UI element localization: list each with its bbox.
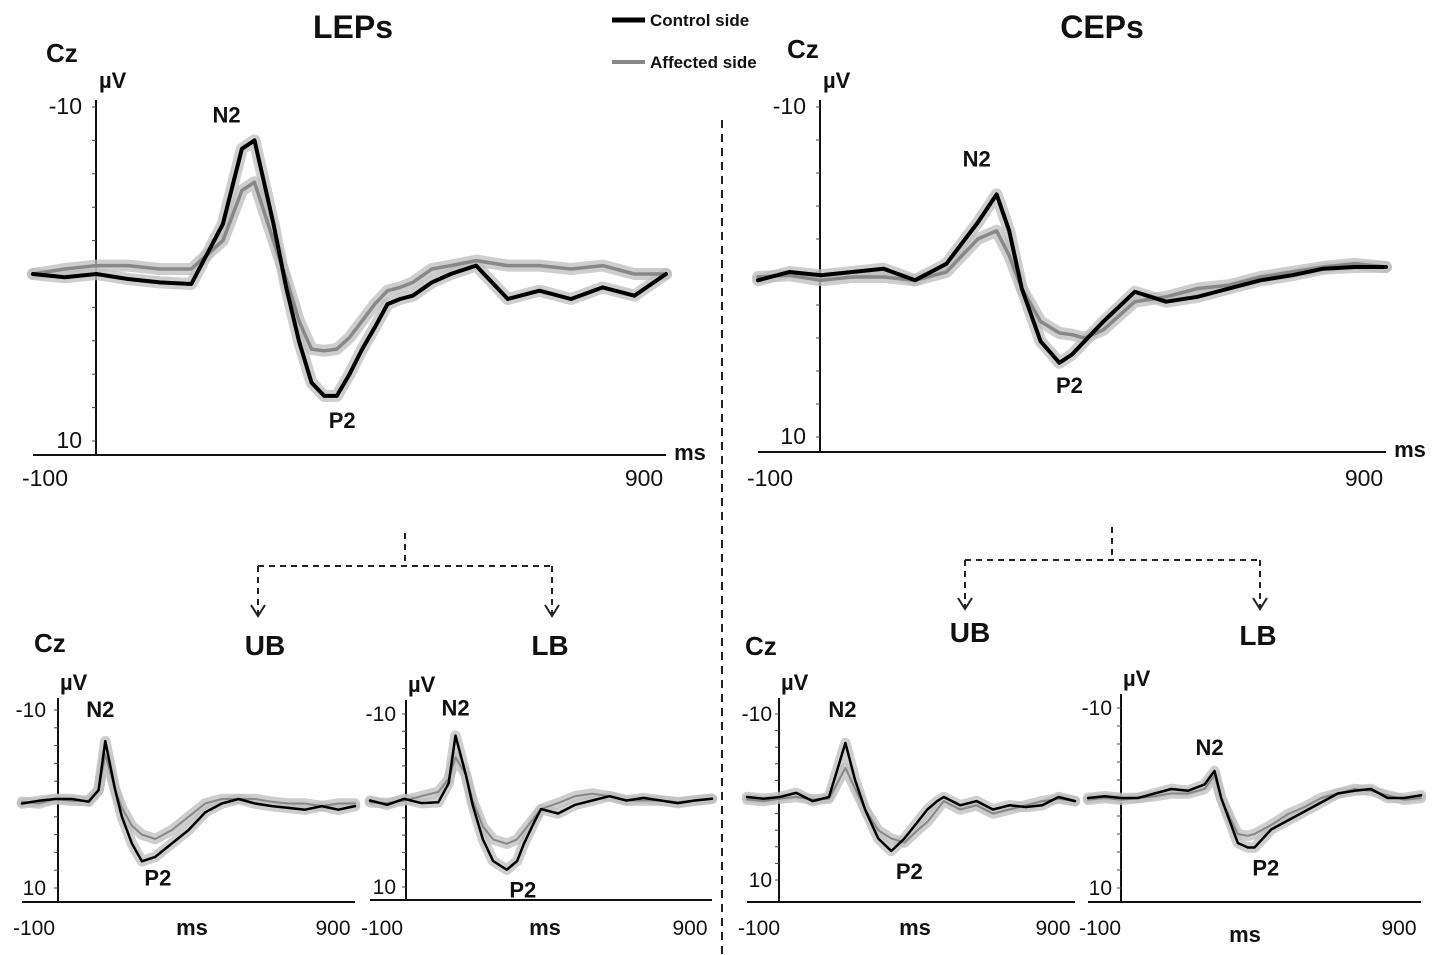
affected-side-line xyxy=(756,229,1388,340)
y-tick-label: -10 xyxy=(742,703,772,726)
control-side-line xyxy=(1086,769,1423,849)
ceps-title: CEPs xyxy=(1060,9,1144,45)
branch-left xyxy=(257,533,553,615)
electrode-label: Cz xyxy=(46,38,78,68)
p2-peak-label: P2 xyxy=(896,859,923,884)
y-axis-label: µV xyxy=(1123,666,1151,691)
x-tick-label: 900 xyxy=(1035,917,1070,940)
y-tick-label: -10 xyxy=(16,699,46,722)
n2-peak-label: N2 xyxy=(212,102,240,127)
y-tick-label: -10 xyxy=(49,93,82,119)
y-tick-label: 10 xyxy=(56,427,82,453)
x-tick-label: -100 xyxy=(1079,917,1121,940)
x-tick-label: 900 xyxy=(672,917,707,940)
y-tick-label: -10 xyxy=(1082,697,1112,720)
n2-peak-label: N2 xyxy=(1195,735,1223,760)
p2-peak-label: P2 xyxy=(509,878,536,903)
x-tick-label: 900 xyxy=(1345,465,1383,491)
legend: Control side Affected side xyxy=(612,11,757,72)
control-side-line xyxy=(756,192,1388,365)
legend-control-label: Control side xyxy=(650,11,749,30)
y-tick-label: 10 xyxy=(1089,877,1112,900)
affected-side-line xyxy=(31,180,668,353)
p2-peak-label: P2 xyxy=(329,408,356,433)
control-side-line xyxy=(368,734,714,871)
x-axis-label: ms xyxy=(529,915,561,940)
y-axis-label: µV xyxy=(99,68,127,93)
sem-band xyxy=(752,224,1392,344)
y-axis-label: µV xyxy=(823,68,851,93)
x-tick-label: -100 xyxy=(738,917,780,940)
electrode-label: Cz xyxy=(745,631,777,661)
chart-leps-lb: -10 10 -100 900 µV ms N2 P2 xyxy=(361,672,718,940)
lb-label: LB xyxy=(531,630,568,661)
branch-right xyxy=(964,527,1261,608)
chart-leps-main: -10 10 -100 900 µV ms N2 P2 xyxy=(22,68,706,491)
electrode-label: Cz xyxy=(34,628,66,658)
ub-label: UB xyxy=(245,630,285,661)
n2-peak-label: N2 xyxy=(828,697,856,722)
x-tick-label: 900 xyxy=(315,917,350,940)
affected-side-line xyxy=(369,756,713,845)
x-tick-label: 900 xyxy=(1381,917,1416,940)
control-side-line xyxy=(20,739,357,863)
p2-peak-label: P2 xyxy=(144,865,171,890)
y-axis-label: µV xyxy=(60,670,88,695)
x-axis-label: ms xyxy=(899,915,931,940)
leps-title: LEPs xyxy=(313,9,393,45)
electrode-label: Cz xyxy=(787,34,819,64)
y-axis-label: µV xyxy=(408,672,436,697)
control-side-line xyxy=(31,138,668,398)
x-tick-label: -100 xyxy=(747,465,793,491)
p2-peak-label: P2 xyxy=(1252,856,1279,881)
control-side-line xyxy=(745,741,1077,853)
lb-label: LB xyxy=(1239,620,1276,651)
y-tick-label: -10 xyxy=(366,703,396,726)
x-axis-label: ms xyxy=(176,915,208,940)
chart-ceps-ub: -10 10 -100 900 µV ms N2 P2 xyxy=(738,670,1081,940)
y-tick-label: -10 xyxy=(773,93,806,119)
chart-ceps-main: -10 10 -100 900 µV ms N2 P2 xyxy=(747,68,1426,491)
x-tick-label: -100 xyxy=(22,465,68,491)
x-tick-label: 900 xyxy=(625,465,663,491)
x-tick-label: -100 xyxy=(13,917,55,940)
branch-left-arrows xyxy=(250,604,560,618)
n2-peak-label: N2 xyxy=(441,696,469,721)
y-axis-label: µV xyxy=(781,670,809,695)
chart-leps-ub: -10 10 -100 900 µV ms N2 P2 xyxy=(13,670,361,940)
chart-ceps-lb: -10 10 -100 900 µV ms N2 P2 xyxy=(1079,666,1427,947)
x-axis-label: ms xyxy=(1394,437,1426,462)
p2-peak-label: P2 xyxy=(1056,373,1083,398)
y-tick-label: 10 xyxy=(373,876,396,899)
legend-affected-label: Affected side xyxy=(650,53,757,72)
ub-label: UB xyxy=(950,617,990,648)
y-tick-label: 10 xyxy=(23,877,46,900)
n2-peak-label: N2 xyxy=(86,697,114,722)
x-tick-label: -100 xyxy=(361,917,403,940)
x-axis-label: ms xyxy=(1229,922,1261,947)
x-axis-label: ms xyxy=(674,440,706,465)
n2-peak-label: N2 xyxy=(963,146,991,171)
y-tick-label: 10 xyxy=(749,869,772,892)
y-tick-label: 10 xyxy=(780,423,806,449)
branch-right-arrows xyxy=(957,597,1268,611)
plots-layer: -10 10 -100 900 µV ms N2 P2 -10 10 -100 900 µV ms N2 P2… xyxy=(13,68,1427,947)
